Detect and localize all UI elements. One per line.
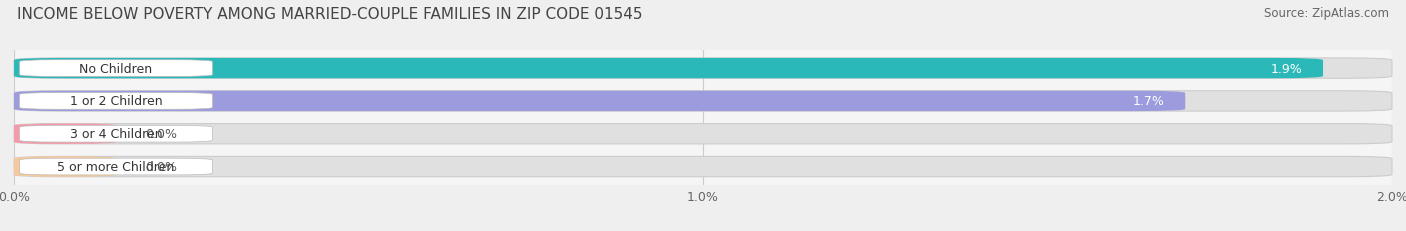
Text: 5 or more Children: 5 or more Children: [58, 160, 174, 173]
FancyBboxPatch shape: [14, 59, 1392, 79]
FancyBboxPatch shape: [14, 124, 1392, 144]
Text: 1.7%: 1.7%: [1133, 95, 1164, 108]
Text: Source: ZipAtlas.com: Source: ZipAtlas.com: [1264, 7, 1389, 20]
Text: INCOME BELOW POVERTY AMONG MARRIED-COUPLE FAMILIES IN ZIP CODE 01545: INCOME BELOW POVERTY AMONG MARRIED-COUPL…: [17, 7, 643, 22]
FancyBboxPatch shape: [14, 59, 1323, 79]
FancyBboxPatch shape: [14, 91, 1185, 112]
FancyBboxPatch shape: [20, 126, 212, 143]
FancyBboxPatch shape: [20, 93, 212, 110]
Text: 1.9%: 1.9%: [1271, 62, 1302, 75]
Text: 0.0%: 0.0%: [145, 160, 177, 173]
FancyBboxPatch shape: [20, 61, 212, 77]
Text: 3 or 4 Children: 3 or 4 Children: [70, 128, 162, 141]
Text: No Children: No Children: [80, 62, 153, 75]
FancyBboxPatch shape: [14, 157, 118, 177]
Text: 1 or 2 Children: 1 or 2 Children: [70, 95, 162, 108]
FancyBboxPatch shape: [14, 157, 1392, 177]
FancyBboxPatch shape: [14, 124, 118, 144]
FancyBboxPatch shape: [14, 91, 1392, 112]
FancyBboxPatch shape: [20, 158, 212, 175]
Text: 0.0%: 0.0%: [145, 128, 177, 141]
